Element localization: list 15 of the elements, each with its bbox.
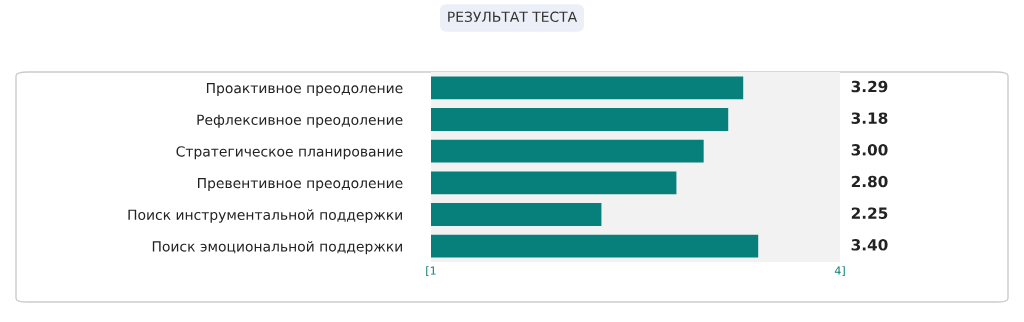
x-tick-label: [1 (426, 266, 436, 277)
x-tick-label: 4] (834, 266, 845, 277)
y-tick-label: Превентивное преодоление (198, 177, 403, 191)
chart-title: РЕЗУЛЬТАТ ТЕСТА (448, 11, 578, 23)
y-tick-label: Стратегическое планирование (176, 146, 403, 160)
data-label: 3.29 (851, 80, 888, 93)
data-label: 2.25 (851, 207, 888, 219)
data-label: 3.00 (851, 144, 888, 156)
data-label: 3.40 (851, 239, 888, 251)
y-tick-label: Поиск инструментальной поддержки (128, 209, 402, 223)
data-label: 2.80 (851, 175, 888, 188)
y-tick-label: Проактивное преодоление (206, 82, 403, 96)
y-tick-label: Рефлексивное преодоление (197, 114, 403, 128)
y-tick-label: Поиск эмоциональной поддержки (152, 240, 402, 255)
data-label: 3.18 (851, 112, 888, 124)
